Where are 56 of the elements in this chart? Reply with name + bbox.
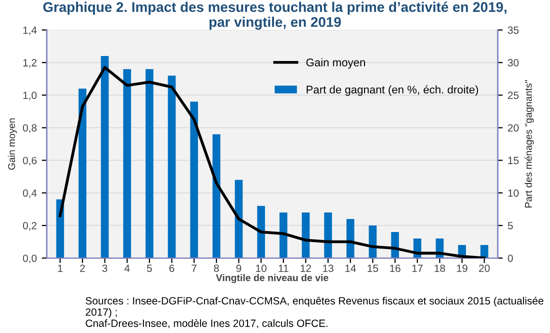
x-tick-label: 5 [146, 264, 152, 272]
legend-label: Gain moyen [306, 58, 365, 69]
y-axis-title: Gain moyen [8, 118, 17, 170]
y-tick-label: 0,4 [22, 189, 37, 198]
bar [212, 134, 220, 258]
x-tick-label: 18 [434, 264, 446, 272]
y-tick-label: 0,8 [22, 124, 37, 133]
y2-tick-label: 25 [508, 92, 519, 100]
bar [346, 218, 354, 258]
source-note: Sources : Insee-DGFiP-Cnaf-Cnav-CCMSA, enquêtes Revenus fiscaux et sociaux 2015 (actualisée 2017) ; Cnaf-Drees-Insee, modèle Ines 2017, calculs OFCE. [86, 296, 544, 328]
y2-tick-label: 20 [508, 124, 519, 132]
x-tick-label: 7 [192, 264, 196, 272]
legend-label: Part de gagnant (en %, éch. droite) [306, 85, 478, 96]
x-tick-label: 14 [345, 264, 356, 272]
y2-tick-label: 10 [508, 189, 519, 197]
x-tick-label: 3 [102, 264, 108, 272]
y2-axis-title: Part des ménages "gagnants" [524, 80, 534, 208]
x-tick-label: 10 [256, 264, 266, 272]
bar [190, 102, 198, 258]
bar [324, 212, 332, 258]
bar [168, 76, 176, 258]
x-tick-label: 11 [278, 264, 288, 272]
x-tick-label: 6 [169, 264, 174, 272]
bar [280, 212, 288, 258]
x-tick-label: 16 [390, 264, 400, 272]
x-tick-label: 17 [412, 264, 423, 272]
x-tick-label: 12 [300, 264, 312, 272]
bar [123, 69, 132, 258]
x-tick-label: 15 [368, 264, 378, 272]
x-axis-title: Vingtile de niveau de vie [216, 274, 328, 284]
y-tick-label: 0,6 [22, 156, 37, 166]
y-tick-label: 1,0 [23, 92, 37, 100]
y-tick-label: 0,2 [22, 222, 37, 231]
y-tick-label: 0,0 [22, 254, 37, 264]
bar [146, 69, 154, 258]
y-tick-label: 1,4 [23, 26, 37, 36]
x-tick-label: 9 [236, 264, 242, 272]
bar [480, 245, 488, 258]
x-tick-label: 8 [214, 264, 219, 272]
y-tick-label: 1,2 [23, 59, 37, 68]
x-tick-label: 4 [124, 264, 130, 272]
x-tick-label: 1 [58, 264, 63, 272]
x-tick-label: 2 [80, 264, 85, 272]
x-tick-label: 20 [479, 264, 490, 272]
y2-tick-label: 35 [508, 26, 519, 34]
y2-tick-label: 5 [508, 222, 513, 230]
x-tick-label: 19 [457, 264, 468, 272]
y2-tick-label: 0 [508, 254, 513, 262]
x-tick-label: 13 [323, 264, 334, 272]
bar [257, 206, 265, 258]
bar [78, 88, 86, 258]
y2-tick-label: 15 [508, 156, 519, 164]
y2-tick-label: 30 [508, 59, 519, 66]
bar [234, 180, 243, 258]
chart-title: Graphique 2. Impact des mesures touchant la prime d’activité en 2019, par vingtile, en 2019 [43, 2, 506, 30]
bar [100, 56, 109, 258]
